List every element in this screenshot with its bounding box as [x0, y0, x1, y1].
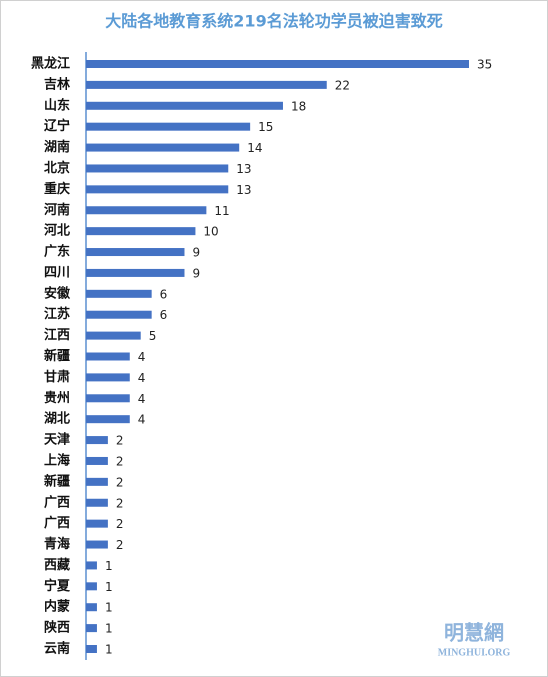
- bar: [86, 415, 130, 424]
- category-label: 新疆: [44, 473, 70, 489]
- value-label: 9: [192, 266, 200, 280]
- bar: [86, 456, 108, 465]
- bar: [86, 540, 108, 549]
- value-label: 1: [105, 559, 113, 573]
- category-label: 四川: [44, 265, 70, 280]
- category-label: 贵州: [44, 390, 70, 406]
- bar: [86, 227, 196, 236]
- category-label: 广西: [44, 494, 70, 510]
- value-label: 4: [138, 371, 146, 385]
- bar: [86, 373, 130, 382]
- category-label: 河北: [44, 223, 70, 239]
- value-label: 2: [116, 517, 124, 531]
- value-label: 4: [138, 350, 146, 364]
- category-label: 辽宁: [44, 118, 70, 134]
- value-label: 2: [116, 475, 124, 489]
- value-label: 14: [247, 141, 262, 155]
- value-label: 2: [116, 538, 124, 552]
- value-label: 13: [236, 183, 251, 197]
- bar: [86, 289, 152, 298]
- bar: [86, 310, 152, 319]
- value-label: 2: [116, 434, 124, 448]
- category-label: 云南: [44, 641, 70, 657]
- bar: [86, 80, 327, 89]
- value-label: 10: [203, 225, 218, 239]
- value-label: 1: [105, 622, 113, 636]
- category-label: 内蒙: [44, 599, 70, 615]
- category-label: 天津: [44, 432, 70, 448]
- value-label: 9: [192, 246, 200, 260]
- bar: [86, 143, 240, 152]
- category-label: 黑龙江: [31, 56, 70, 72]
- value-label: 1: [105, 601, 113, 615]
- watermark-name: 明慧網: [444, 621, 504, 645]
- value-label: 15: [258, 120, 273, 134]
- bar: [86, 331, 141, 340]
- bar: [86, 60, 469, 68]
- category-label: 广东: [44, 244, 70, 260]
- category-label: 江苏: [44, 306, 70, 322]
- bar: [86, 582, 97, 591]
- bar: [86, 436, 108, 445]
- value-label: 2: [116, 496, 124, 510]
- bar: [86, 624, 97, 633]
- value-label: 4: [138, 413, 146, 427]
- bar: [86, 185, 229, 194]
- bar: [86, 352, 130, 361]
- category-label: 北京: [44, 160, 70, 176]
- bar: [86, 519, 108, 528]
- category-label: 江西: [44, 327, 70, 343]
- bar: [86, 101, 283, 110]
- category-label: 上海: [44, 452, 70, 468]
- bar: [86, 603, 97, 612]
- value-label: 6: [160, 308, 168, 322]
- category-label: 吉林: [44, 76, 70, 92]
- category-label: 湖南: [44, 139, 70, 155]
- bar: [86, 268, 185, 277]
- value-label: 5: [149, 329, 157, 343]
- category-label: 广西: [44, 515, 70, 531]
- category-label: 山东: [44, 97, 70, 113]
- value-label: 1: [105, 643, 113, 657]
- value-label: 2: [116, 454, 124, 468]
- bar: [86, 645, 97, 653]
- category-label: 重庆: [44, 181, 70, 197]
- watermark-url: MINGHUI.ORG: [438, 647, 511, 658]
- category-label: 新疆: [44, 348, 70, 364]
- value-label: 13: [236, 162, 251, 176]
- bar: [86, 477, 108, 486]
- value-label: 6: [160, 287, 168, 301]
- category-label: 湖北: [44, 412, 70, 427]
- value-label: 18: [291, 99, 306, 113]
- category-label: 西藏: [44, 557, 70, 573]
- value-label: 1: [105, 580, 113, 594]
- bar: [86, 122, 251, 131]
- value-label: 4: [138, 392, 146, 406]
- bar: [86, 248, 185, 257]
- category-label: 陕西: [44, 620, 70, 636]
- bar: [86, 394, 130, 403]
- chart-title: 大陆各地教育系统219名法轮功学员被迫害致死: [105, 12, 442, 31]
- category-label: 甘肃: [44, 369, 70, 385]
- value-label: 35: [477, 58, 492, 72]
- category-label: 青海: [44, 536, 70, 552]
- category-label: 安徽: [44, 285, 71, 301]
- bar: [86, 164, 229, 173]
- value-label: 22: [335, 78, 350, 92]
- bar: [86, 206, 207, 215]
- category-label: 河南: [44, 202, 70, 218]
- value-label: 11: [214, 204, 229, 218]
- bar: [86, 561, 97, 570]
- category-label: 宁夏: [44, 578, 71, 594]
- bar: [86, 498, 108, 507]
